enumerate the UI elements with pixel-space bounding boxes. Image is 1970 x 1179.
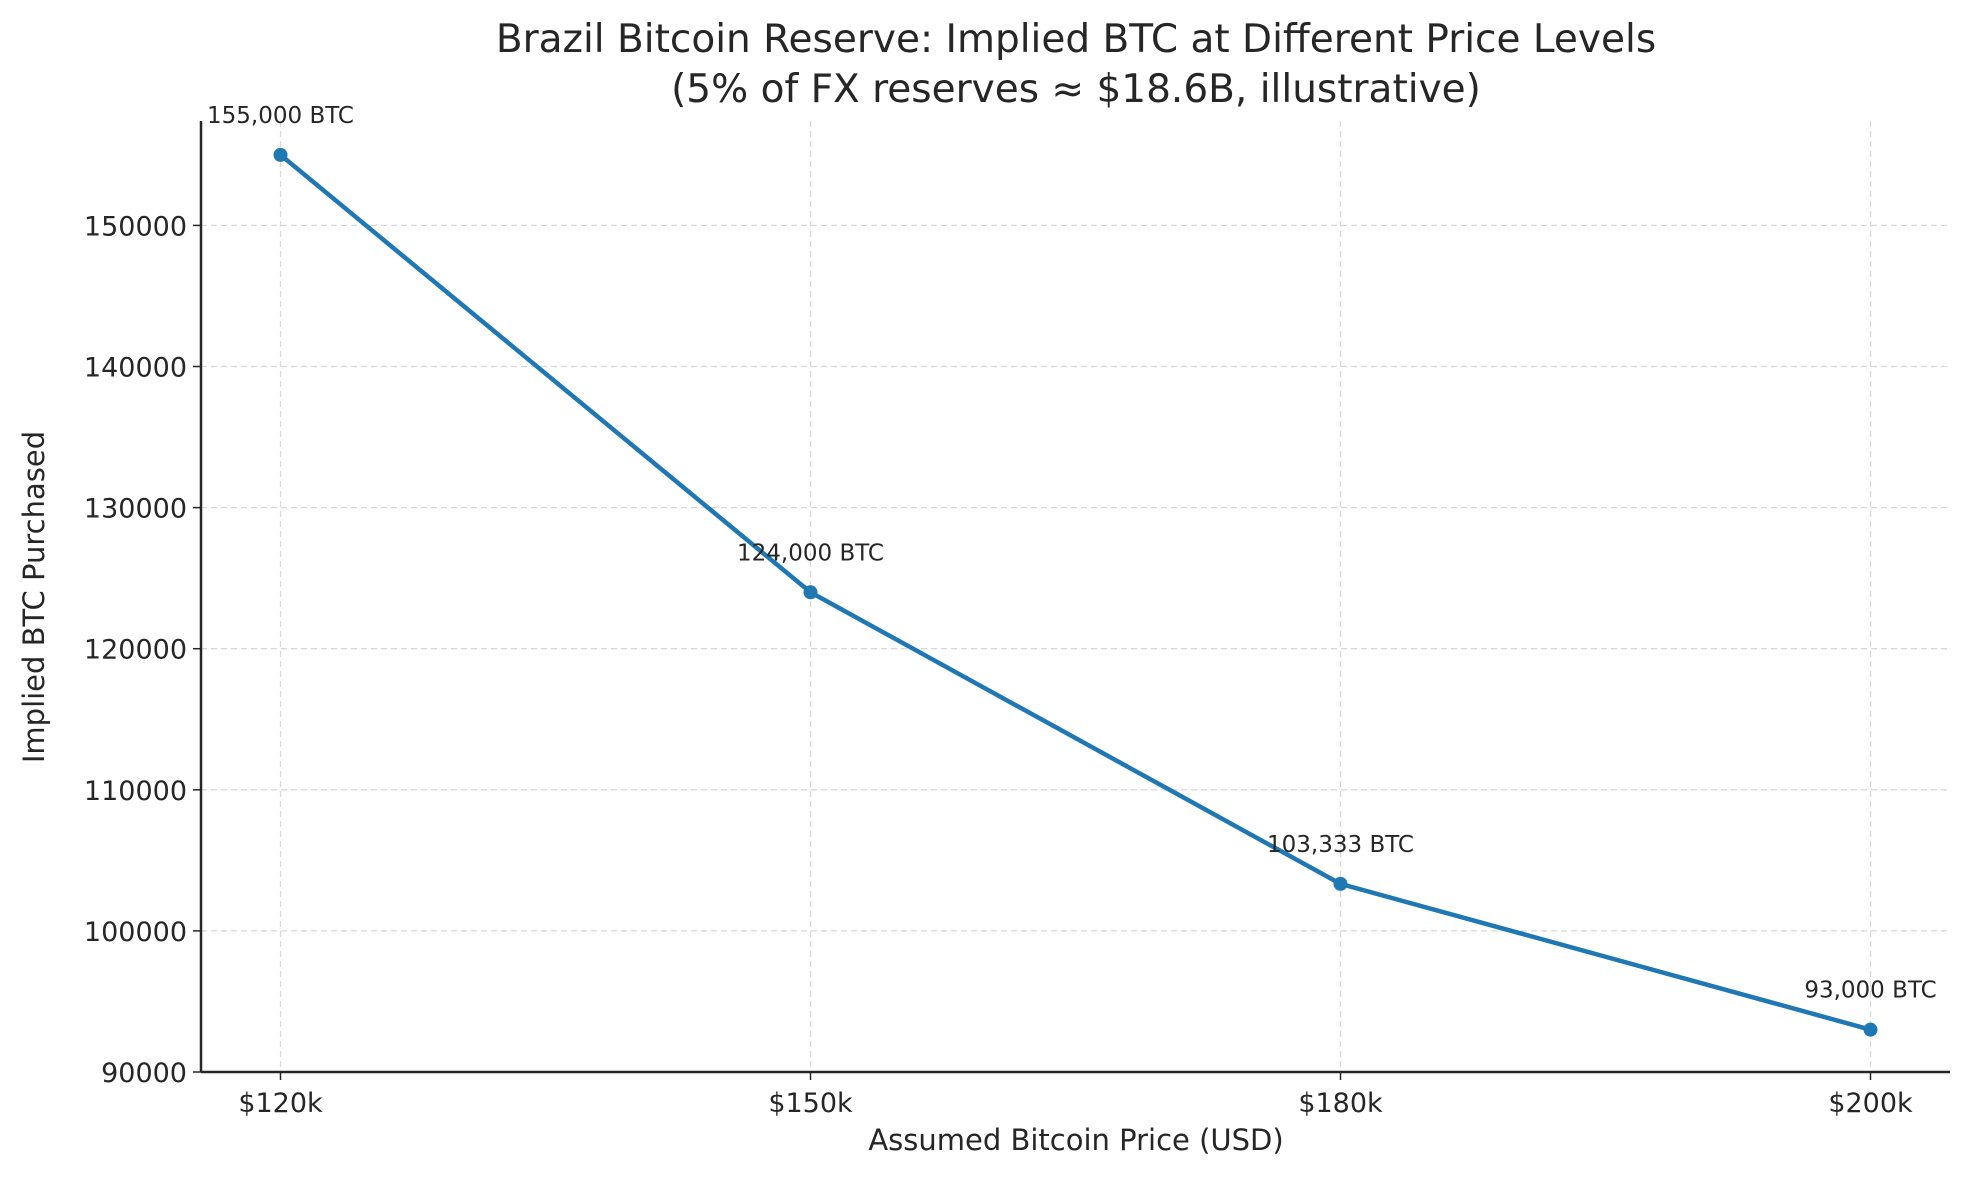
x-axis-label: Assumed Bitcoin Price (USD) — [868, 1123, 1283, 1157]
series-line — [279, 153, 1872, 1032]
axes: 90000 100000 110000 120000 130000 140000 15000… — [84, 121, 1950, 1119]
chart-subtitle: (5% of FX reserves ≈ $18.6B, illustrativ… — [671, 67, 1481, 112]
x-tick-label: $120k — [238, 1088, 323, 1119]
y-tick-label: 150000 — [84, 211, 187, 242]
x-tick-label: $150k — [768, 1088, 853, 1119]
chart-title: Brazil Bitcoin Reserve: Implied BTC at D… — [496, 17, 1656, 62]
data-point — [1333, 876, 1348, 891]
y-tick-label: 120000 — [84, 635, 187, 666]
y-tick-label: 140000 — [84, 353, 187, 384]
y-tick-label: 110000 — [84, 776, 187, 807]
data-point — [803, 585, 818, 600]
data-point — [1863, 1022, 1878, 1037]
series: 155,000 BTC 124,000 BTC 103,333 BTC 93,000 … — [207, 103, 1937, 1037]
x-tick-label: $180k — [1298, 1088, 1383, 1119]
data-label: 155,000 BTC — [207, 103, 354, 129]
x-tick-label: $200k — [1828, 1088, 1913, 1119]
y-tick-label: 90000 — [101, 1058, 187, 1089]
data-label: 103,333 BTC — [1267, 832, 1414, 858]
y-tick-label: 130000 — [84, 494, 187, 525]
y-tick-label: 100000 — [84, 917, 187, 948]
data-point — [273, 147, 288, 162]
data-label: 93,000 BTC — [1804, 978, 1936, 1004]
grid — [201, 121, 1950, 1072]
data-label: 124,000 BTC — [737, 540, 884, 566]
y-axis-label: Implied BTC Purchased — [17, 431, 51, 763]
